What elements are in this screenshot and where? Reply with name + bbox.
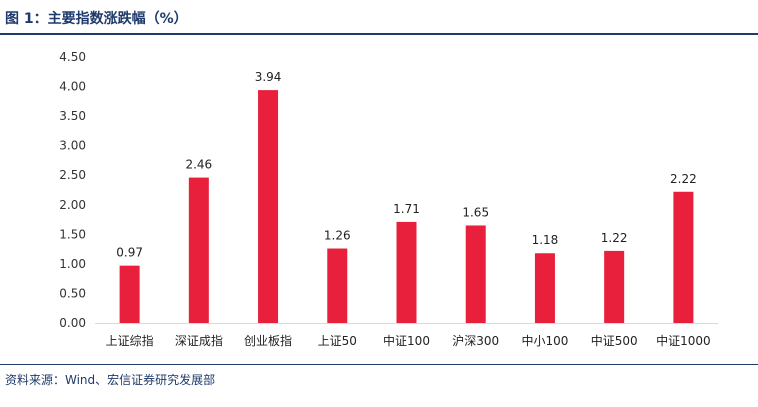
x-tick-label: 沪深300 [452,334,499,348]
bar-value-label: 3.94 [255,70,282,84]
bar [465,225,486,323]
x-tick-label: 中证1000 [656,333,711,348]
y-tick-label: 3.50 [59,109,86,123]
bar [258,90,279,323]
bar-value-label: 1.65 [462,205,489,219]
y-tick-label: 1.50 [59,227,86,241]
y-tick-label: 4.50 [59,50,86,64]
bar-value-label: 0.97 [116,246,143,260]
y-tick-label: 3.00 [59,139,86,153]
x-tick-label: 深证成指 [175,333,223,348]
title-divider [0,33,758,35]
figure-title: 图 1：主要指数涨跌幅（%） [5,11,188,27]
bar-value-label: 1.71 [393,202,420,216]
bar-value-label: 2.22 [670,172,697,186]
bar [396,221,417,323]
bar [119,265,140,323]
y-tick-label: 0.50 [59,286,86,300]
x-tick-label: 上证50 [318,334,357,348]
x-tick-label: 中证500 [591,333,638,348]
bars [119,90,694,323]
x-tick-label: 中小100 [521,333,568,348]
x-tick-label: 上证综指 [106,333,154,348]
bar [327,248,348,323]
bar [673,191,694,323]
source-note: 资料来源：Wind、宏信证券研究发展部 [5,373,216,387]
bar [188,177,209,323]
y-tick-label: 1.00 [59,257,86,271]
bar [534,253,555,323]
bar-value-label: 1.18 [532,233,559,247]
bar-value-label: 1.22 [601,231,628,245]
footer-divider [0,364,758,365]
x-axis-labels: 上证综指 深证成指 创业板指 上证50 中证100 沪深300 中小100 中证500 中证10… [106,333,711,348]
bar-chart: 0.00 0.50 1.00 1.50 2.00 2.50 3.00 3.50 4.00 4.50… [59,50,718,348]
x-tick-label: 中证100 [383,333,430,348]
y-axis-ticks: 0.00 0.50 1.00 1.50 2.00 2.50 3.00 3.50 4.00 4.50 [59,50,86,330]
y-tick-label: 4.00 [59,80,86,94]
y-tick-label: 2.00 [59,198,86,212]
bar [604,250,625,323]
x-tick-label: 创业板指 [244,333,292,348]
y-tick-label: 2.50 [59,168,86,182]
bar-value-label: 1.26 [324,229,351,243]
bar-value-label: 2.46 [185,158,212,172]
value-labels: 0.97 2.46 3.94 1.26 1.71 1.65 1.18 1.22 2.22 [116,70,696,260]
y-tick-label: 0.00 [59,316,86,330]
